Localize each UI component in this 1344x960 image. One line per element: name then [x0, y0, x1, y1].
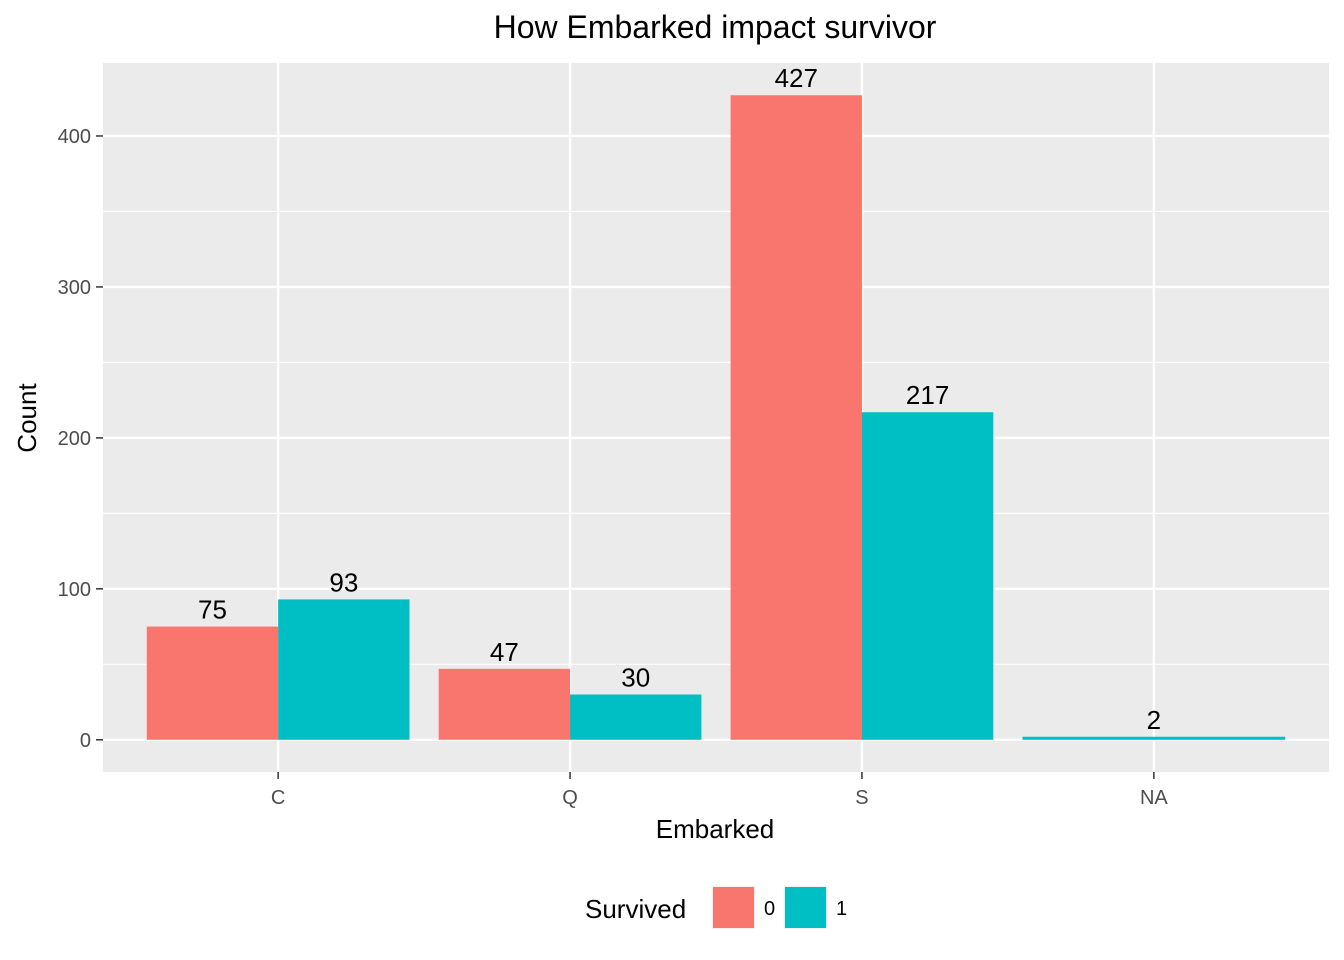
bar-label: 217 — [906, 380, 949, 410]
x-axis: C Q S NA — [271, 772, 1168, 809]
bar-labels: 75 93 47 30 427 217 2 — [198, 63, 1161, 735]
x-tick-label: C — [271, 787, 285, 809]
bar-label: 427 — [775, 63, 818, 93]
x-tick-label: S — [855, 787, 868, 809]
x-tick-label: NA — [1140, 787, 1168, 809]
bar-label: 93 — [329, 567, 358, 597]
legend-label-0: 0 — [764, 898, 775, 920]
bar-label: 30 — [621, 662, 650, 692]
legend-swatch-1 — [785, 887, 826, 928]
y-tick-label: 100 — [58, 579, 91, 601]
legend-swatch-0 — [713, 887, 754, 928]
y-tick-label: 0 — [80, 730, 91, 752]
chart-title: How Embarked impact survivor — [494, 9, 937, 45]
bar-label: 75 — [198, 595, 227, 625]
y-tick-label: 400 — [58, 126, 91, 148]
bars — [146, 95, 1286, 740]
x-axis-title: Embarked — [656, 814, 775, 844]
y-tick-label: 300 — [58, 277, 91, 299]
legend-title: Survived — [585, 894, 686, 924]
bar-NA-1 — [1022, 736, 1286, 740]
bar-S-0 — [730, 95, 862, 740]
bar-C-0 — [146, 626, 279, 740]
bar-label: 2 — [1147, 705, 1161, 735]
y-axis: 0 100 200 300 400 — [58, 126, 103, 752]
y-axis-title: Count — [12, 383, 42, 453]
bar-C-1 — [278, 599, 410, 740]
bar-label: 47 — [490, 637, 519, 667]
legend-label-1: 1 — [836, 898, 847, 920]
bar-Q-1 — [570, 694, 702, 740]
x-tick-label: Q — [562, 787, 578, 809]
bar-S-1 — [861, 412, 994, 740]
bar-Q-0 — [438, 668, 571, 740]
y-tick-label: 200 — [58, 428, 91, 450]
